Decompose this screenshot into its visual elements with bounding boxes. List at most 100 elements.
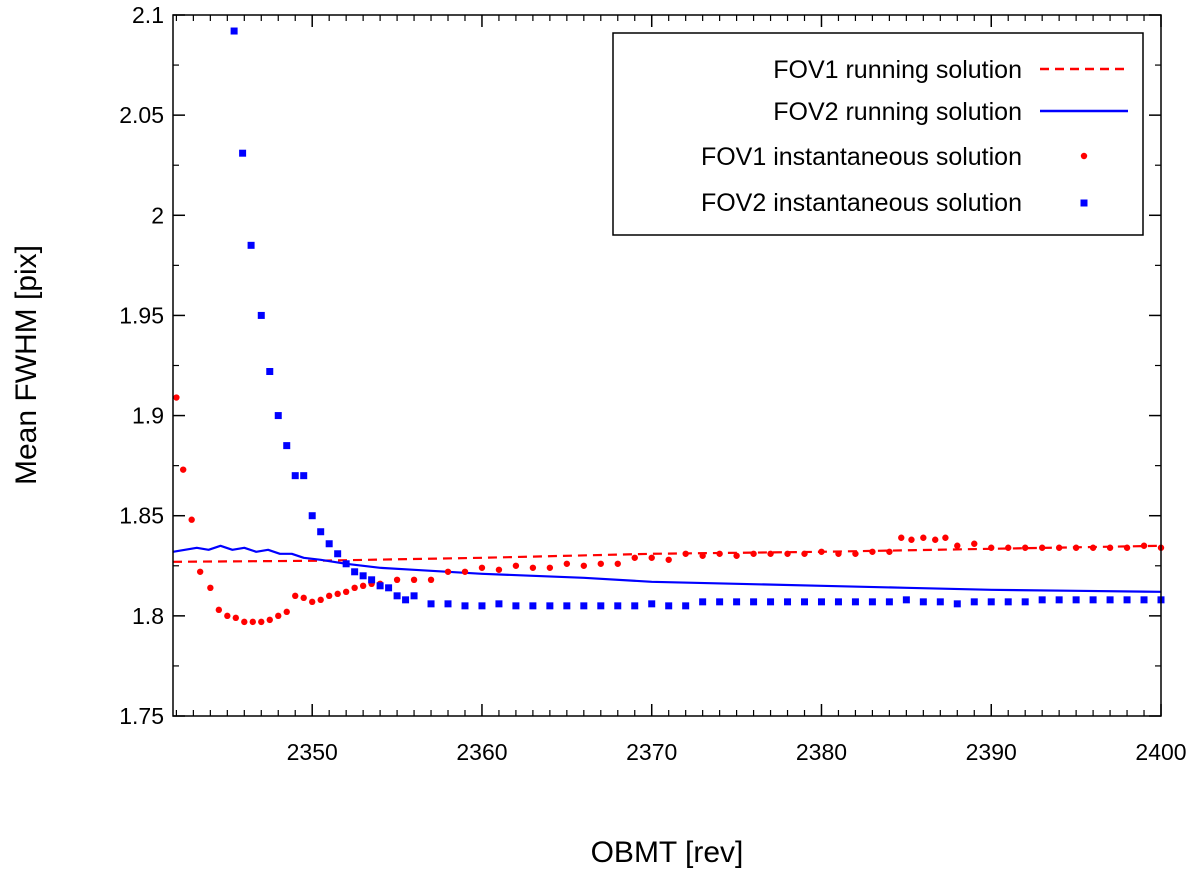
fov2-instantaneous-solution-point [563,602,571,610]
fov2-instantaneous-solution-point [247,241,255,249]
legend: FOV1 running solution FOV2 running solut… [612,32,1144,236]
fov1-instantaneous-solution-point [215,606,223,614]
fov2-instantaneous-solution-point [987,598,995,606]
fov2-instantaneous-solution-point [368,576,376,584]
fov2-instantaneous-solution-point [970,598,978,606]
fov2-instantaneous-solution-point [274,412,282,420]
fov2-instantaneous-solution-point [1004,598,1012,606]
fov2-instantaneous-solution-point [817,598,825,606]
fov2-instantaneous-solution-point [359,572,367,580]
fov1-instantaneous-solution-point [546,564,554,571]
fov1-instantaneous-solution-point [852,550,859,557]
fov2-instantaneous-solution-point [342,560,350,568]
fov1-instantaneous-solution-point [733,552,740,559]
fov1-instantaneous-solution-point [898,534,905,541]
fov2-instantaneous-solution-point [230,27,238,35]
fov1-instantaneous-solution-point [932,536,939,543]
fov1-instantaneous-solution-point [563,560,571,567]
y-axis-title: Mean FWHM [pix] [10,245,43,485]
fov1-instantaneous-solution-point [1055,544,1063,551]
x-tick-label: 2360 [456,739,507,765]
fov2-instantaneous-solution-point [665,602,673,610]
fov2-instantaneous-solution-point [300,472,308,480]
y-tick-label: 2 [151,202,164,228]
fov2-instantaneous-solution-point [351,568,359,576]
fov1-instantaneous-solution-point [188,516,195,523]
fov1-instantaneous-solution-point [835,550,842,557]
fov2-instantaneous-solution-point [1140,596,1148,604]
fov1-instantaneous-solution-point [258,618,265,626]
fov1-instantaneous-solution-point [1038,544,1046,551]
fov2-instantaneous-solution-point [495,600,503,608]
legend-box [612,32,1144,236]
fov2-instantaneous-solution-point [1021,598,1029,606]
fov2-instantaneous-solution-point [385,584,393,592]
fov2-instantaneous-solution-point [444,600,452,608]
fov2-instantaneous-solution-point [767,598,775,606]
fov2-instantaneous-solution-point [580,602,588,610]
legend-label-fov2-running: FOV2 running solution [773,98,1022,126]
fov2-instantaneous-solution-point [402,596,410,604]
fov2-instantaneous-solution-point [614,602,622,610]
fov1-instantaneous-solution-point [283,608,290,616]
fov1-instantaneous-solution-point [988,544,995,551]
fov2-instantaneous-solution-point [919,598,927,606]
fov2-instantaneous-solution-point [682,602,690,610]
fov1-instantaneous-solution-point [1106,544,1114,551]
ticks-layer: 1.75 1.8 1.85 1.9 1.95 2 2.05 2.1 2350 2360 2370 23… [119,2,1186,765]
fov1-instantaneous-solution-point [1021,544,1029,551]
fov1-instantaneous-solution-point [309,598,316,606]
fov1-instantaneous-solution-point [461,568,469,575]
fov1-instantaneous-solution-point [801,550,808,557]
fov1-instantaneous-solution-point [886,548,893,555]
fov1-instantaneous-solution-point [631,554,638,561]
fov1-instantaneous-solution-point [1005,544,1012,551]
fov1-instantaneous-solution-point [1123,544,1131,551]
x-tick-label: 2400 [1135,739,1186,765]
y-tick-label: 1.85 [119,503,164,529]
fov1-instantaneous-solution-point [597,560,604,567]
fov1-instantaneous-solution-point [196,568,204,575]
fov2-instantaneous-solution-point [902,596,910,604]
fov1-instantaneous-solution-point [971,540,978,547]
fov2-instantaneous-solution-point [851,598,859,606]
fov2-instantaneous-solution-point [1106,596,1114,604]
fov2-instantaneous-solution-point [283,442,291,450]
fov1-instantaneous-solution-point [1089,544,1097,551]
fov1-instantaneous-solution-point [351,584,358,592]
fov1-instantaneous-solution-point [275,612,282,620]
fov1-instantaneous-solution-point [427,576,435,584]
fov1-instantaneous-solution-point [317,596,324,604]
fov2-instantaneous-solution-point [308,512,316,520]
fov1-instantaneous-solution-point [241,618,248,626]
legend-label-fov1-running: FOV1 running solution [773,56,1022,84]
fov1-instantaneous-solution-point [224,612,231,620]
fov1-instantaneous-solution-point [334,590,341,598]
fov2-instantaneous-solution-point [478,602,486,610]
fov2-instantaneous-solution-point [334,550,342,558]
fov1-instantaneous-solution-point [266,616,273,624]
fov2-instantaneous-solution-point [239,149,247,157]
fov2-instantaneous-solution-point [1055,596,1063,604]
fov2-instantaneous-solution-point [512,602,520,610]
fov2-instantaneous-solution-point [325,540,333,548]
y-tick-label: 1.75 [119,703,164,729]
x-axis-title: OBMT [rev] [591,836,744,869]
fov1-instantaneous-solution-point [495,566,503,573]
fov2-instantaneous-solution-point [699,598,707,606]
fov1-instantaneous-solution-point [249,618,256,626]
y-tick-label: 1.8 [132,603,164,629]
fov1-instantaneous-solution-point [580,562,588,569]
fov1-instantaneous-solution-point [1072,544,1080,551]
fov1-instantaneous-solution-point [665,556,672,563]
fov1-instantaneous-solution-point [942,534,949,541]
fov2-instantaneous-solution-point [716,598,724,606]
fov1-instantaneous-solution-point [292,592,299,600]
fov2-instantaneous-solution-point [317,528,325,536]
fov2-instantaneous-solution-point [1038,596,1046,604]
fov1-instantaneous-solution-point [359,582,367,590]
fov2-instantaneous-solution-point [291,472,299,480]
fov1-instantaneous-solution-point [818,548,825,555]
fov2-instantaneous-solution-point [885,598,893,606]
